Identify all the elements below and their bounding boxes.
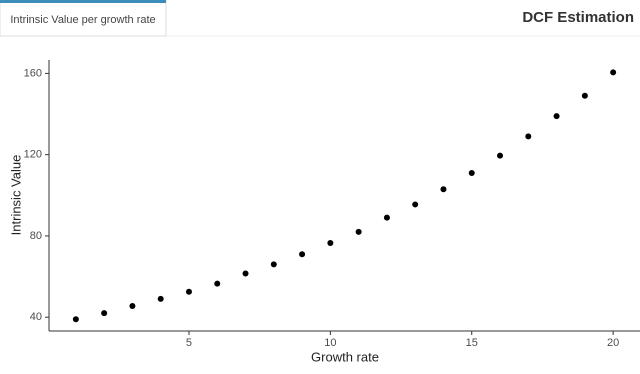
tab-highlight (0, 0, 166, 3)
x-axis-label: Growth rate (311, 349, 379, 364)
point (355, 228, 362, 235)
point (497, 152, 504, 159)
tab[interactable] (0, 0, 167, 37)
page-title: DCF Estimation (522, 9, 634, 26)
point (299, 251, 306, 258)
point (270, 261, 277, 268)
point (553, 113, 560, 120)
y-tick-label: 40 (30, 311, 42, 323)
point (468, 169, 475, 176)
x-tick-label: 5 (186, 337, 192, 349)
point (157, 295, 164, 302)
point (101, 310, 108, 317)
point (327, 240, 334, 247)
point (610, 69, 617, 76)
point (581, 92, 588, 99)
y-tick-label: 120 (24, 149, 42, 161)
point (383, 214, 390, 221)
x-tick-label: 15 (466, 337, 478, 349)
y-tick-label: 80 (30, 230, 42, 242)
point (525, 133, 532, 140)
x-tick-label: 10 (324, 337, 336, 349)
point (214, 280, 221, 287)
x-tick-label: 20 (607, 337, 619, 349)
point (412, 201, 419, 208)
y-axis-label: Intrinsic Value (8, 155, 23, 236)
point (185, 288, 192, 295)
point (440, 186, 447, 193)
y-tick-label: 160 (24, 67, 42, 79)
point (72, 316, 79, 323)
tab-label[interactable]: Intrinsic Value per growth rate (10, 14, 155, 26)
point (242, 270, 249, 277)
point (129, 303, 136, 310)
